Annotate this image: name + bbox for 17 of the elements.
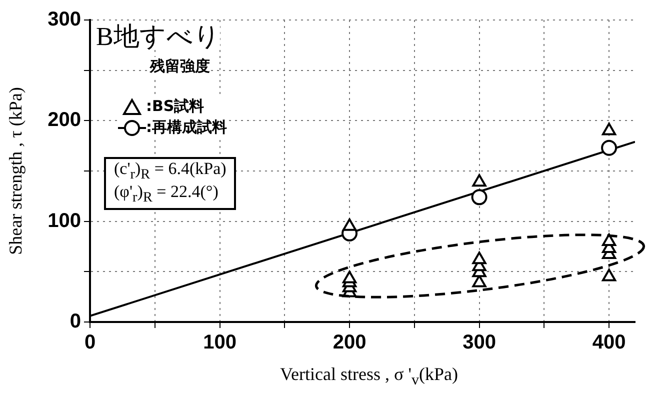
chart-title: B地すべり xyxy=(96,22,220,51)
legend-label: :BS試料 xyxy=(146,97,204,115)
legend-label: :再構成試料 xyxy=(146,118,227,136)
y-tick-label: 200 xyxy=(48,109,81,132)
x-tick-label: 100 xyxy=(203,332,236,354)
x-tick-label: 0 xyxy=(84,332,96,354)
annotation: (c'$_{r}$)$_{R}$ = 6.4(kPa) xyxy=(114,159,226,184)
x-tick-label: 400 xyxy=(592,332,626,354)
y-tick-label: 300 xyxy=(48,8,81,31)
y-tick-label: 0 xyxy=(70,310,81,333)
y-tick-label: 100 xyxy=(48,210,81,232)
x-tick-label: 200 xyxy=(332,332,366,354)
x-tick-label: 300 xyxy=(462,332,496,354)
text: 残留強度 xyxy=(150,57,210,76)
annotation: (φ'$_{r}$)$_{R}$ = 22.4(°) xyxy=(114,182,220,207)
y-axis-title: Shear strength , τ (kPa) xyxy=(6,87,26,255)
x-axis-title: Vertical stress , σ '$_{v}$(kPa) xyxy=(279,364,459,390)
